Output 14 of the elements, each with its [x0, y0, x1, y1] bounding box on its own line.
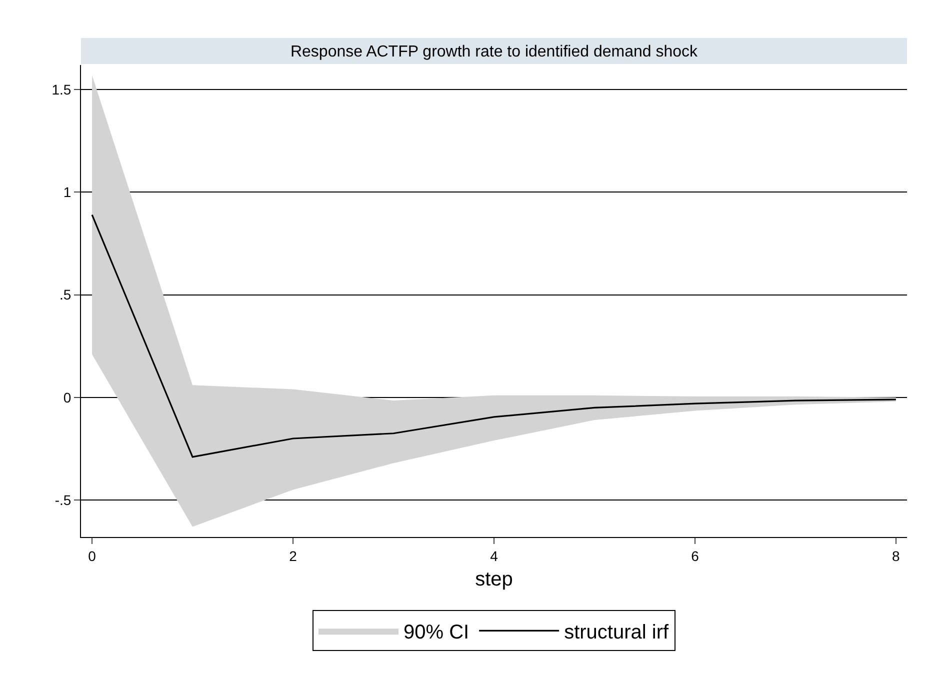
x-tick-label: 4: [490, 548, 498, 564]
x-tick-label: 2: [289, 548, 298, 564]
legend-label: structural irf: [564, 621, 669, 644]
x-tick-label: 6: [691, 548, 700, 564]
y-tick-label: 1.5: [52, 82, 72, 98]
x-axis-title: step: [475, 568, 513, 590]
chart-title: Response ACTFP growth rate to identified demand shock: [290, 44, 699, 61]
x-tick-label: 0: [88, 548, 96, 564]
y-tick-label: .5: [60, 286, 72, 303]
text: 90% CI: [404, 621, 470, 644]
y-tick-label: 0: [63, 389, 72, 406]
y-tick-label: 1: [63, 184, 72, 200]
x-tick-label: 8: [892, 548, 900, 564]
y-tick-label: -.5: [54, 492, 72, 508]
